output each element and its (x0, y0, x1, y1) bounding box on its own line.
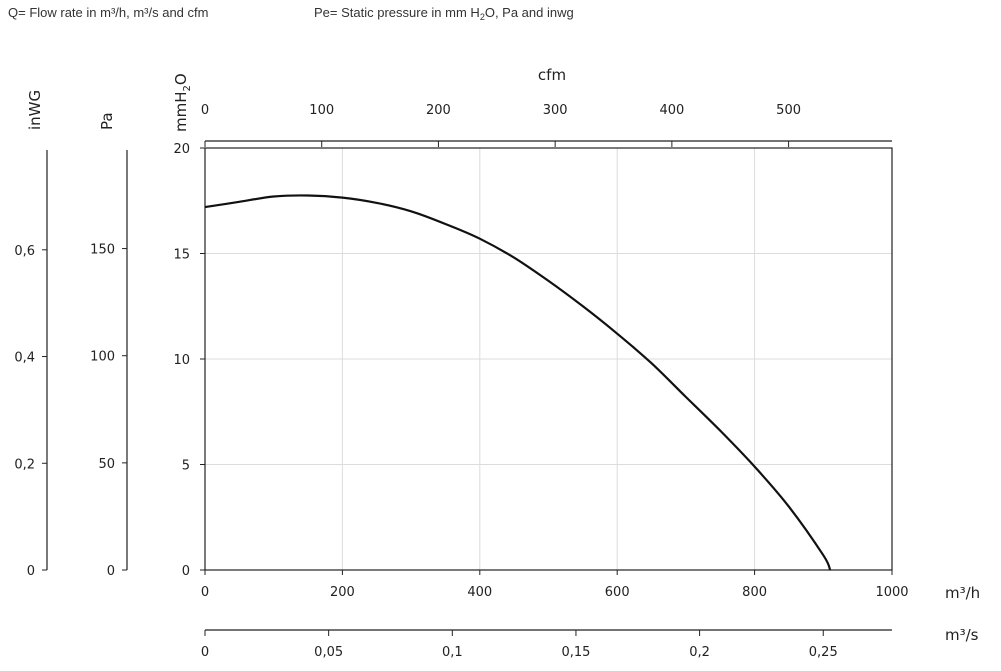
x-tick-label: 600 (605, 585, 630, 600)
inwg-tick-label: 0,2 (14, 457, 35, 472)
m3s-tick-label: 0,05 (314, 645, 343, 660)
y-axis-title-mmh2o: mmH2O (172, 73, 193, 132)
x-tick-label: 200 (330, 585, 355, 600)
pa-tick-label: 100 (90, 350, 115, 365)
m3s-tick-label: 0 (201, 645, 209, 660)
inwg-tick-label: 0 (27, 564, 35, 579)
x-axis-title-m3s: m³/s (945, 626, 979, 644)
cfm-tick-label: 300 (543, 103, 568, 118)
cfm-tick-label: 400 (659, 103, 684, 118)
x-tick-label: 1000 (875, 585, 908, 600)
cfm-tick-label: 500 (776, 103, 801, 118)
x-tick-label: 400 (467, 585, 492, 600)
inwg-tick-label: 0,4 (14, 351, 35, 366)
series-layer (204, 194, 832, 571)
y-tick-label: 0 (182, 564, 190, 579)
pa-tick-label: 50 (98, 457, 115, 472)
grid (205, 148, 892, 570)
y-axis-title-inwg: inWG (26, 90, 44, 130)
y-tick-label: 15 (173, 248, 190, 263)
flow-rate-note: Q= Flow rate in m³/h, m³/s and cfm (8, 5, 208, 20)
cfm-tick-label: 0 (201, 103, 209, 118)
x-axis-title-m3h: m³/h (945, 584, 980, 602)
x-tick-label: 0 (201, 585, 209, 600)
pa-tick-label: 0 (107, 564, 115, 579)
y-tick-label: 10 (173, 353, 190, 368)
m3s-tick-label: 0,15 (561, 645, 590, 660)
y-axis-title-pa: Pa (98, 112, 116, 130)
axis-titles: m³/h m³/s cfm inWG Pa mmH2O (26, 66, 980, 644)
cfm-tick-label: 200 (426, 103, 451, 118)
m3s-tick-label: 0,2 (689, 645, 710, 660)
inwg-tick-label: 0,6 (14, 244, 35, 259)
m3s-tick-label: 0,25 (809, 645, 838, 660)
y-tick-label: 5 (182, 459, 190, 474)
x-axis-title-cfm: cfm (538, 66, 566, 84)
y-tick-label: 20 (173, 142, 190, 157)
axes (42, 140, 893, 636)
pa-tick-label: 150 (90, 243, 115, 258)
pressure-note: Pe= Static pressure in mm H2O, Pa and in… (314, 5, 574, 22)
cfm-tick-label: 100 (309, 103, 334, 118)
x-tick-label: 800 (742, 585, 767, 600)
series-line-0 (204, 194, 832, 571)
m3s-tick-label: 0,1 (442, 645, 463, 660)
